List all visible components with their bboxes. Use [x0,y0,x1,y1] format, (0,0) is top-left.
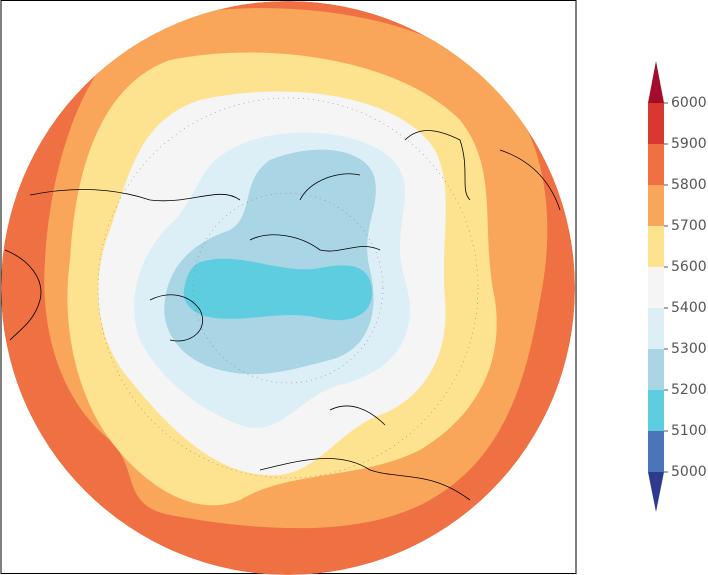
coastline [329,405,386,426]
coastline [4,249,42,341]
colorbar-segment [648,185,664,226]
colorbar-label: 5900 [671,136,707,152]
colorbar-label: 6000 [671,95,707,111]
coastline [149,294,203,342]
colorbar-segment [648,144,664,185]
colorbar-label: 5300 [671,341,707,357]
coastline [299,173,361,201]
colorbar-label: 5600 [671,259,707,275]
map [1,1,575,575]
colorbar-segment [648,349,664,390]
contour-band [183,258,373,321]
coastline [29,189,241,202]
colorbar-label: 5400 [671,300,707,316]
colorbar-label: 5700 [671,218,707,234]
colorbar-segment [648,390,664,431]
colorbar-label: 5100 [671,423,707,439]
graticule [192,192,384,384]
colorbar-segment [648,226,664,267]
colorbar-segment [648,103,664,144]
colorbar-arrow-high [648,61,664,103]
coastline [249,234,381,252]
colorbar-segment [648,308,664,349]
coastline [404,130,471,201]
coastline [259,458,471,501]
colorbar-label: 5200 [671,382,707,398]
colorbar-segment [648,267,664,308]
colorbar-segment [648,431,664,472]
colorbar: 5000 5100 5200 5300 5400 5600 5700 5800 5900 6000 [648,61,707,512]
colorbar-label: 5800 [671,177,707,193]
coastline [499,149,561,211]
colorbar-label: 5000 [671,464,707,480]
colorbar-arrow-low [648,472,664,512]
graticule [97,97,479,479]
